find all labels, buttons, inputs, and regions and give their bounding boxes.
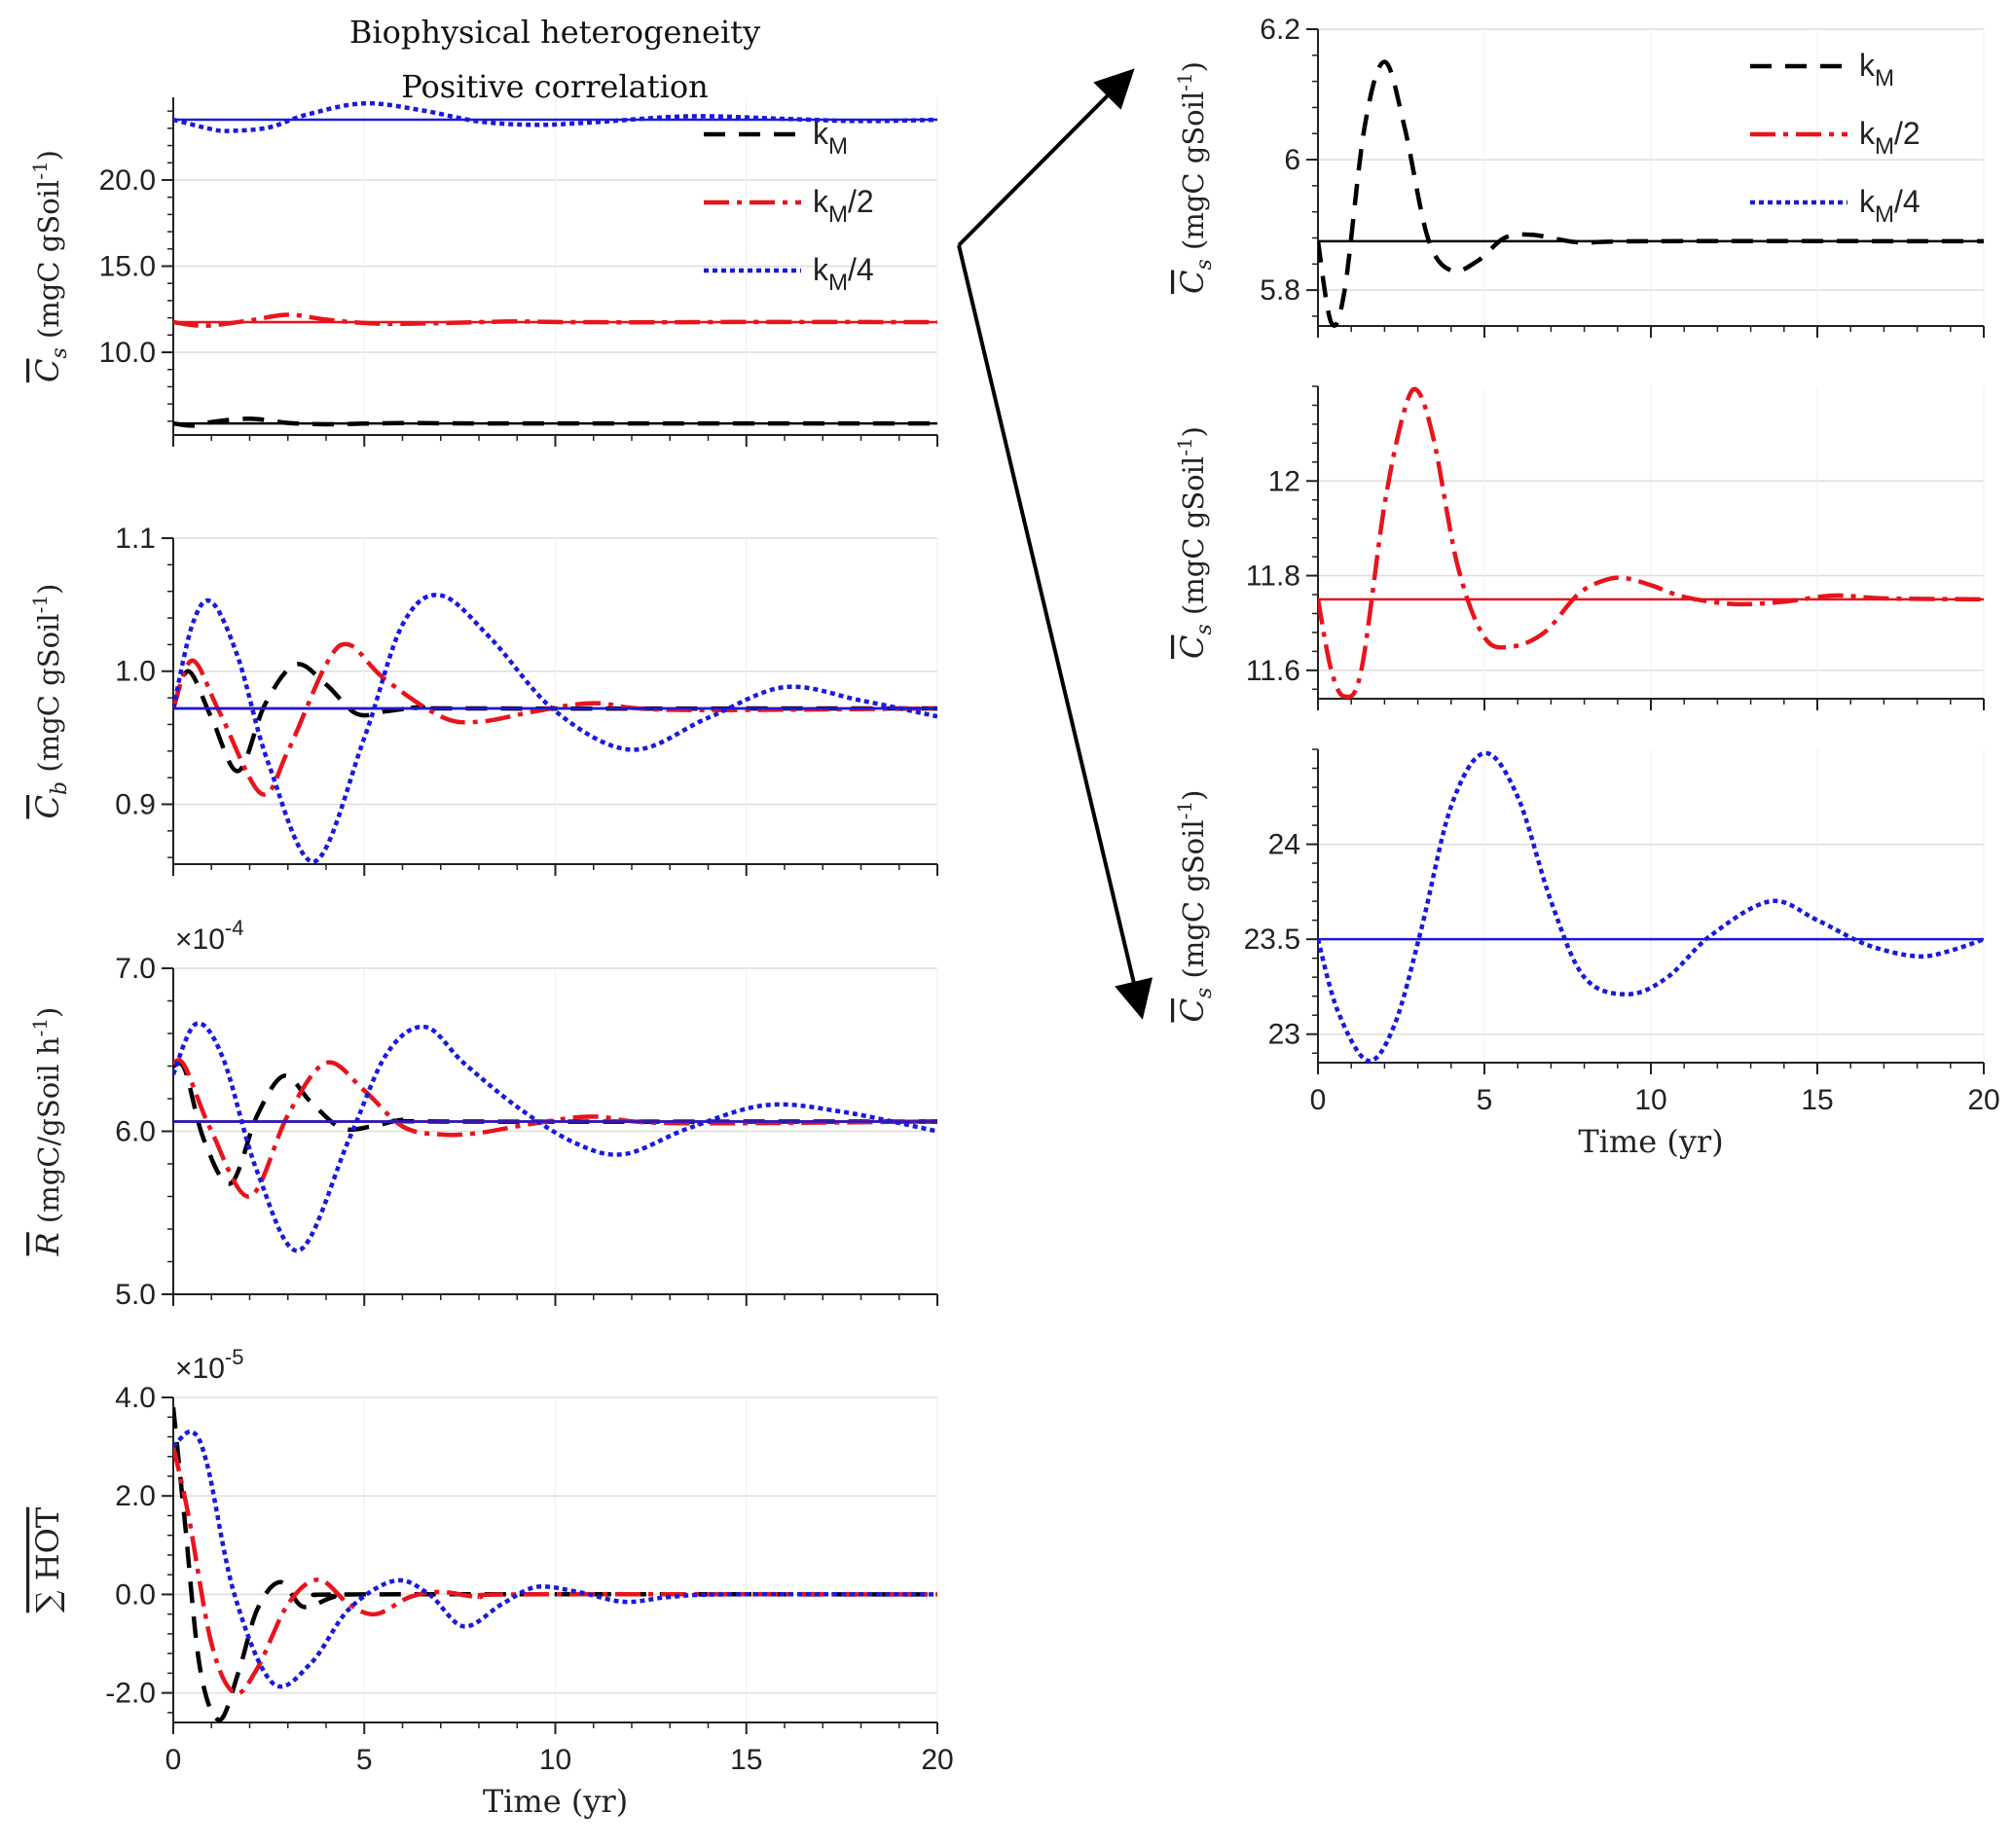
series-group [173,1021,937,1253]
series-line-kM [173,1406,937,1722]
y-tick-label: 5.0 [115,1279,156,1311]
series-line-kM-4 [173,1429,937,1689]
x-tick-label: 0 [165,1744,182,1776]
series-line-kM-2 [173,1446,937,1696]
y-tick-label: 12 [1268,465,1300,497]
y-axis-label: Cs (mgC gSoil-1) [1173,789,1217,1022]
legend-label-kM: kM [1859,48,1894,91]
series-line-kM-4 [173,100,937,133]
y-tick-label: 6.2 [1260,14,1300,46]
series-line-kM-2 [173,312,937,329]
legend-label-kM-4: kM/4 [813,252,874,296]
legend: kM kM/2 kM/4 [1750,48,1921,228]
series-line-kM-2 [173,641,937,797]
chart-left-cs: 10.0 15.0 20.0 Cs (mgC gSoil-1) kM kM/2 kM/4 [28,97,938,447]
x-axis-label: Time (yr) [483,1783,628,1820]
legend-label-kM-2: kM/2 [813,184,874,228]
chart-left-cb: 0.9 1.0 1.1 Cb (mgC gSoil-1) [28,523,938,876]
y-tick-label: 6 [1284,144,1300,176]
series-line-kM-2 [1318,386,1984,700]
x-tick-label: 15 [1801,1084,1833,1116]
series-group [1318,750,1984,1064]
legend-label-kM-2: kM/2 [1859,116,1921,160]
y-tick-label: 7.0 [115,953,156,985]
chart-left-hot: -2.0 0.0 2.0 4.0 0 5 10 15 20 ×10-5 ∑ HOT Time (yr… [29,1345,954,1820]
series-group [1318,386,1984,700]
series-group [173,1406,937,1722]
arrow-to-top-panel [957,68,1135,247]
y-tick-label: 10.0 [99,337,156,369]
y-tick-label: 0.0 [115,1578,156,1611]
x-tick-label: 10 [1634,1084,1666,1116]
series-group [173,593,937,864]
x-tick-label: 5 [356,1744,373,1776]
y-tick-label: 2.0 [115,1480,156,1512]
series-group [1318,59,1984,328]
zoom-arrows [957,68,1153,1020]
arrow-to-bottom-panel [957,244,1153,1020]
y-tick-label: 4.0 [115,1382,156,1414]
series-group [173,100,937,428]
y-tick-label: 15.0 [99,251,156,283]
x-tick-label: 0 [1310,1084,1327,1116]
legend-label-kM-4: kM/4 [1859,184,1921,228]
title-line-1: Biophysical heterogeneity [349,14,760,51]
y-axis-label: Cs (mgC gSoil-1) [28,150,72,382]
y-axis-label: R (mgC/gSoil h-1) [28,1007,66,1257]
y-tick-label: 11.8 [1246,561,1300,593]
y-tick-label: 5.8 [1260,274,1300,307]
legend: kM kM/2 kM/4 [704,116,874,296]
series-line-kM-4 [173,1021,937,1253]
x-tick-label: 20 [1967,1084,1999,1116]
figure-title: Biophysical heterogeneity Positive corre… [349,14,760,105]
y-axis-label: Cb (mgC gSoil-1) [28,584,72,819]
y-tick-label: 6.0 [115,1116,156,1148]
chart-right-cs-km: 5.8 6 6.2 Cs (mgC gSoil-1) kM kM/2 kM/4 [1173,14,1985,338]
y-axis-label: ∑ HOT [29,1506,66,1612]
series-line-kM-4 [173,593,937,864]
series-line-kM-4 [1318,750,1984,1064]
chart-right-cs-km4: 23 23.5 24 0 5 10 15 20 Cs (mgC gSoil-1) Time (yr… [1173,748,2000,1160]
y-tick-label: 23 [1268,1019,1300,1051]
chart-left-r: 5.0 6.0 7.0 ×10-4 R (mgC/gSoil h-1) [28,916,938,1311]
y-tick-label: 20.0 [99,164,156,197]
axis-exponent: ×10-4 [175,916,243,956]
y-tick-label: 0.9 [115,788,156,820]
legend-label-kM: kM [813,116,848,160]
y-tick-label: 1.0 [115,656,156,688]
x-tick-label: 10 [539,1744,571,1776]
y-axis-label: Cs (mgC gSoil-1) [1173,426,1217,659]
series-line-kM [173,416,937,428]
x-tick-label: 20 [921,1744,953,1776]
x-axis-label: Time (yr) [1578,1123,1723,1160]
x-tick-label: 15 [730,1744,762,1776]
axis-exponent: ×10-5 [175,1345,243,1385]
series-line-kM [1318,59,1984,328]
chart-right-cs-km2: 11.6 11.8 12 Cs (mgC gSoil-1) [1173,385,1985,710]
y-tick-label: -2.0 [105,1678,156,1710]
y-axis-label: Cs (mgC gSoil-1) [1173,61,1217,294]
y-tick-label: 24 [1268,829,1300,861]
x-tick-label: 5 [1477,1084,1493,1116]
panels: 10.0 15.0 20.0 Cs (mgC gSoil-1) kM kM/2 kM/4 0.… [28,14,2000,1820]
y-tick-label: 11.6 [1246,655,1300,687]
y-tick-label: 23.5 [1244,924,1300,956]
y-tick-label: 1.1 [115,523,156,555]
